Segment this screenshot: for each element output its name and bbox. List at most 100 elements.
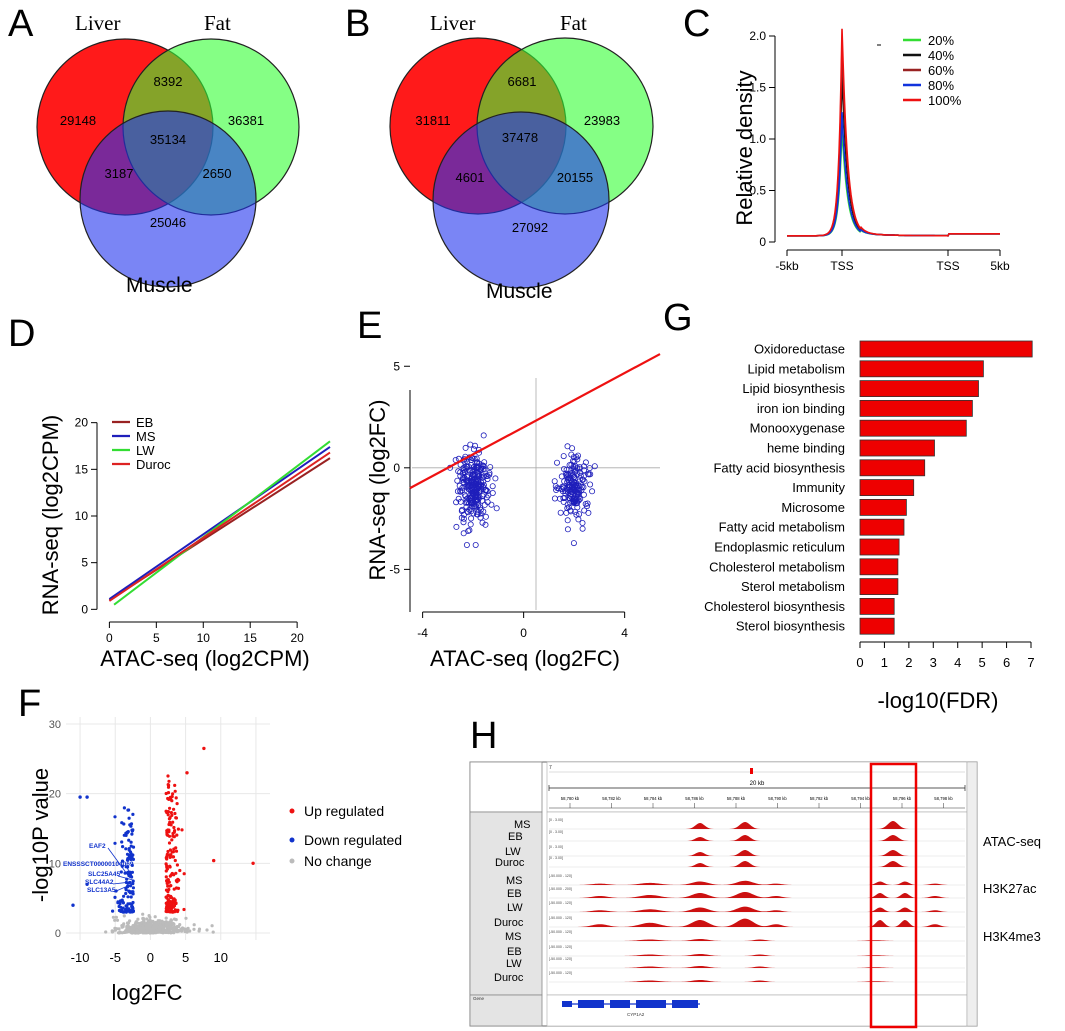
e-point: [475, 495, 482, 502]
igv-track-label: EB: [507, 946, 522, 958]
igv-scrollbar[interactable]: [966, 761, 978, 1027]
f-point: [124, 891, 128, 896]
igv-track-label: LW: [507, 902, 523, 914]
f-point: [117, 904, 121, 909]
f-point: [113, 815, 117, 819]
f-point: [168, 855, 172, 860]
c-series-60%: [787, 45, 1000, 237]
panel-label-a: A: [8, 3, 34, 45]
f-point: [122, 833, 126, 837]
venn-a-liver-muscle: 3187: [105, 166, 134, 181]
igv-positions: 58,780 kb 58,782 kb 58,784 kb 58,786 kb 58,7…: [549, 796, 965, 809]
igv-track-range: [-50.000 - 200]: [549, 887, 572, 891]
d-line-Duroc: [108, 451, 331, 602]
e-point: [475, 481, 482, 488]
f-point: [167, 817, 171, 821]
f-point: [136, 917, 140, 921]
e-point: [584, 500, 591, 507]
f-point: [140, 926, 144, 931]
f-point: [171, 898, 175, 903]
c-xtick-label: 5kb: [990, 259, 1010, 273]
f-outlier-point: [85, 795, 89, 799]
e-point: [570, 454, 577, 461]
f-point: [168, 848, 172, 852]
igv-track-range: [0 - 3.00]: [549, 818, 563, 822]
e-point: [581, 507, 588, 514]
e-point: [479, 519, 486, 526]
g-xlabel: -log10(FDR): [877, 688, 998, 713]
f-point: [175, 802, 179, 806]
g-category-label: heme binding: [767, 441, 845, 456]
f-point: [127, 816, 131, 820]
f-point: [118, 902, 122, 906]
f-point: [147, 928, 151, 932]
f-point: [172, 825, 176, 830]
f-point: [192, 923, 196, 927]
f-point: [205, 928, 209, 932]
igv-track-range: [-50.000 - 120]: [549, 945, 572, 949]
f-point: [125, 830, 129, 834]
igv-position-label: 58,782 kb: [602, 796, 621, 801]
f-xtick-label: 5: [182, 950, 189, 965]
f-point: [131, 879, 135, 883]
f-point: [130, 870, 134, 874]
c-series-100%: [787, 28, 1000, 237]
e-point: [569, 484, 576, 491]
f-point: [147, 914, 151, 918]
venn-a-fat-only: 36381: [228, 113, 264, 128]
f-point: [166, 810, 170, 814]
c-ytick-label: 2.0: [749, 29, 766, 43]
c-ytick-label: 1.5: [749, 81, 766, 95]
g-category-label: Microsome: [781, 500, 845, 515]
f-xlabel: log2FC: [112, 980, 183, 1005]
f-point: [166, 898, 170, 902]
f-point: [130, 925, 134, 929]
g-category-label: Fatty acid metabolism: [719, 520, 845, 535]
g-bar: [859, 419, 967, 437]
d-legend-label: LW: [136, 443, 155, 458]
f-point: [176, 886, 181, 891]
g-xtick-label: 3: [930, 655, 937, 670]
e-point: [489, 489, 496, 496]
igv-track-label: MS: [505, 931, 522, 943]
f-point: [129, 840, 133, 844]
f-ytick-label: 30: [49, 719, 61, 731]
f-point: [174, 918, 178, 922]
f-legend-up: Up regulated: [304, 803, 384, 819]
e-point: [478, 465, 485, 472]
g-bar: [859, 380, 979, 398]
f-point: [123, 930, 127, 935]
f-point: [168, 874, 172, 878]
e-point: [587, 481, 594, 488]
f-point: [125, 929, 129, 933]
e-point: [568, 488, 575, 495]
e-point: [565, 504, 572, 511]
f-point: [127, 857, 132, 861]
f-point: [166, 774, 170, 778]
f-gene-label-1: EAF2: [89, 843, 106, 850]
f-point: [115, 918, 120, 922]
e-point: [467, 441, 474, 448]
e-point: [469, 497, 476, 504]
f-point: [131, 857, 135, 862]
f-point: [169, 811, 173, 815]
venn-b-liver-only: 31811: [415, 113, 450, 128]
f-point: [117, 927, 121, 931]
f-point: [210, 924, 214, 928]
f-point: [130, 890, 134, 894]
f-point: [164, 875, 168, 879]
igv-header-left: [469, 761, 543, 813]
c-legend-label: 100%: [928, 93, 962, 108]
f-point: [104, 930, 108, 934]
venn-b-fat-muscle: 20155: [557, 170, 593, 185]
igv-position-label: 58,796 kb: [893, 796, 912, 801]
igv-group-atac: ATAC-seq: [983, 834, 1041, 849]
e-point: [482, 521, 489, 528]
igv-track-label: MS: [514, 819, 531, 831]
f-point: [172, 807, 176, 811]
f-point: [141, 912, 145, 916]
f-point: [113, 841, 117, 845]
f-point: [113, 895, 117, 900]
f-legend-up-dot: [289, 808, 295, 814]
f-legend-nc: No change: [304, 853, 372, 869]
